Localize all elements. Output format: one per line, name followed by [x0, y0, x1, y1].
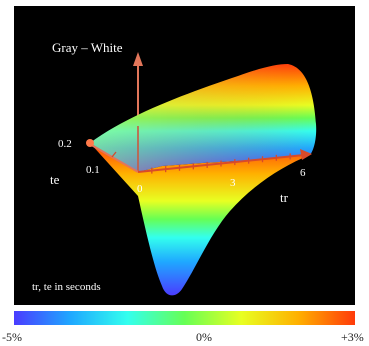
tr-tick-0: 0 — [137, 183, 143, 195]
te-axis-tick — [111, 151, 117, 158]
surface-lower-sheet — [90, 143, 310, 296]
plot-panel: Gray – White te tr 0.2 0.1 0 3 6 tr, te … — [14, 6, 355, 305]
colorbar-min-label: -5% — [2, 330, 22, 344]
tr-axis-label: tr — [280, 190, 289, 205]
te-axis-end — [86, 139, 94, 147]
colorbar — [14, 311, 355, 325]
tr-tick-3: 3 — [230, 177, 236, 189]
tr-axis-arrow — [300, 149, 312, 160]
z-axis-label: Gray – White — [52, 40, 123, 55]
te-tick-0.2: 0.2 — [58, 138, 72, 150]
tr-axis-ticks — [151, 153, 291, 174]
surface-plot: Gray – White te tr 0.2 0.1 0 3 6 tr, te … — [32, 40, 317, 296]
z-axis-arrow — [133, 52, 143, 66]
te-tick-0.1: 0.1 — [86, 164, 100, 176]
tr-tick-6: 6 — [300, 167, 306, 179]
te-axis-label: te — [50, 172, 60, 187]
surface-highlight — [90, 64, 317, 172]
te-axis — [87, 142, 139, 173]
colorbar-mid-label: 0% — [196, 330, 212, 344]
colorbar-max-label: +3% — [341, 330, 364, 344]
units-note: tr, te in seconds — [32, 281, 101, 293]
